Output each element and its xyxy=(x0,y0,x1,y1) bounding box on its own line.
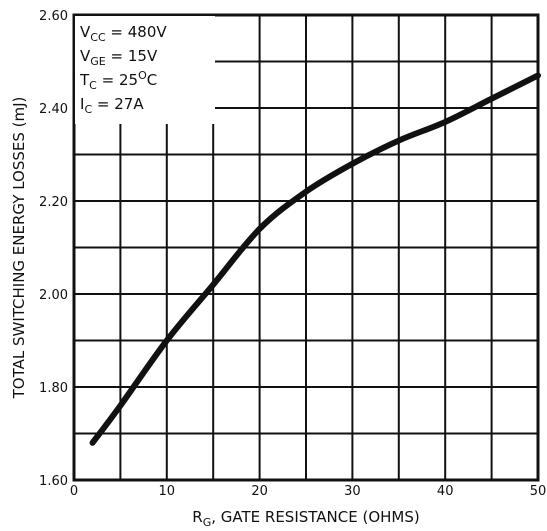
x-tick-label: 20 xyxy=(251,484,268,499)
x-axis-title: RG, GATE RESISTANCE (OHMS) xyxy=(192,508,419,529)
series-line xyxy=(89,72,541,446)
y-tick-label: 2.20 xyxy=(39,195,68,210)
x-tick-label: 0 xyxy=(70,484,78,499)
annotation-background xyxy=(75,16,215,124)
annotation-line: IC = 27A xyxy=(80,95,144,116)
y-axis-title: TOTAL SWITCHING ENERGY LOSSES (mJ) xyxy=(10,97,28,400)
series-group xyxy=(89,72,541,446)
y-tick-label: 2.60 xyxy=(39,9,68,24)
annotation-line: VGE = 15V xyxy=(80,47,158,68)
annotation-line: VCC = 480V xyxy=(80,23,167,44)
y-tick-label: 2.00 xyxy=(39,288,68,303)
plot-frame xyxy=(72,13,540,482)
y-tick-label: 2.40 xyxy=(39,102,68,117)
x-tick-label: 10 xyxy=(159,484,176,499)
annotation-line: TC = 25OC xyxy=(79,69,157,92)
tick-labels: 0 10 20 30 40 50 1.60 1.80 2.00 2.20 2.40 2.60 xyxy=(39,9,546,499)
y-tick-label: 1.60 xyxy=(39,474,68,489)
x-tick-label: 30 xyxy=(344,484,361,499)
grid-lines xyxy=(74,15,538,480)
y-tick-label: 1.80 xyxy=(39,381,68,396)
x-tick-label: 50 xyxy=(530,484,547,499)
x-tick-label: 40 xyxy=(437,484,454,499)
